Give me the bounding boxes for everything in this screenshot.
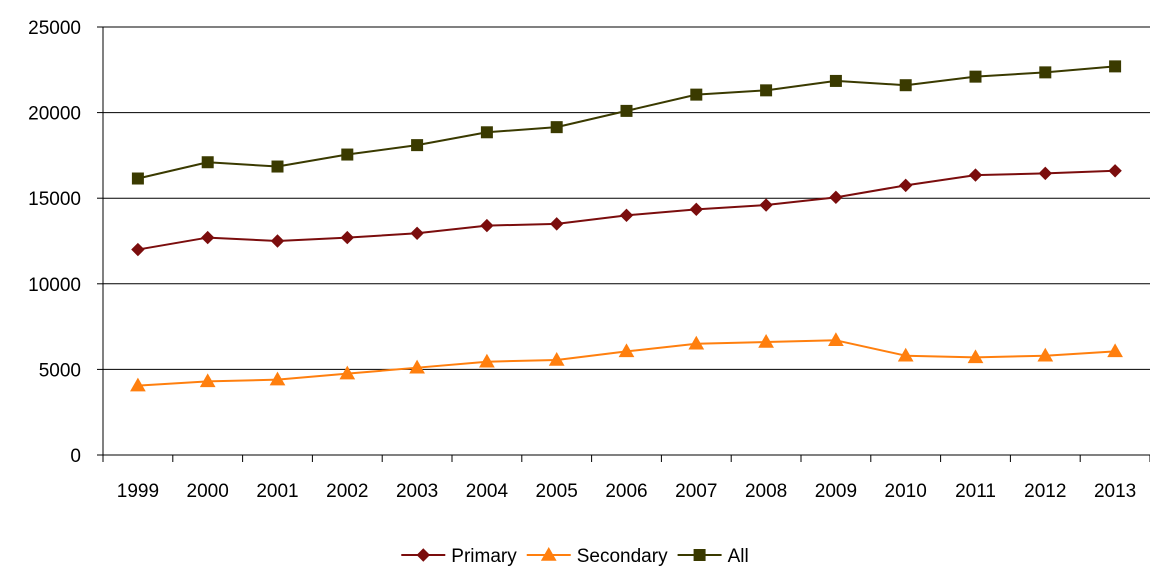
data-point-all — [760, 84, 773, 97]
data-point-secondary — [1037, 347, 1054, 362]
data-point-secondary — [688, 335, 705, 350]
data-point-all — [829, 74, 842, 87]
data-point-secondary — [758, 334, 774, 348]
data-point-primary — [270, 234, 285, 248]
x-tick-label: 2006 — [605, 481, 647, 502]
data-point-primary — [480, 218, 494, 233]
legend-item-secondary: Secondary — [526, 546, 668, 567]
data-point-all — [201, 156, 214, 169]
y-tick-label: 0 — [70, 446, 81, 467]
data-point-primary — [549, 217, 564, 231]
data-point-secondary — [897, 347, 914, 362]
data-point-primary — [410, 226, 424, 241]
legend-marker-all — [693, 549, 706, 561]
data-point-secondary — [199, 373, 216, 388]
series-secondary — [130, 332, 1123, 392]
data-point-primary — [131, 242, 145, 257]
x-tick-label: 1999 — [117, 481, 159, 502]
data-point-primary — [619, 208, 634, 223]
data-point-all — [411, 139, 424, 152]
data-point-secondary — [618, 343, 635, 358]
data-point-primary — [968, 168, 983, 182]
legend-marker-primary — [416, 548, 430, 562]
data-point-primary — [898, 178, 913, 193]
y-tick-label: 10000 — [28, 275, 81, 296]
data-point-secondary — [339, 365, 356, 380]
data-point-all — [969, 70, 982, 83]
y-tick-label: 25000 — [28, 18, 81, 39]
x-tick-labels: 1999 2000 2001 2002 2003 2004 2005 2006 2007 2008… — [117, 481, 1136, 502]
data-point-all — [271, 160, 284, 173]
data-point-primary — [200, 230, 215, 245]
series-primary — [131, 164, 1122, 257]
legend-item-primary: Primary — [401, 546, 517, 567]
y-tick-label: 20000 — [28, 104, 81, 125]
data-point-all — [899, 79, 912, 92]
legend-marker-secondary — [540, 546, 557, 561]
data-point-all — [480, 126, 493, 139]
x-tick-label: 2012 — [1024, 481, 1066, 502]
data-point-secondary — [1107, 343, 1123, 358]
data-point-all — [690, 88, 703, 101]
x-tick-label: 2013 — [1094, 481, 1136, 502]
data-point-secondary — [828, 332, 844, 347]
y-tick-label: 15000 — [28, 189, 81, 210]
x-tick-label: 2005 — [536, 481, 578, 502]
axes-layer — [97, 26, 1150, 462]
data-point-all — [620, 104, 633, 117]
data-point-all — [131, 172, 144, 185]
data-point-secondary — [548, 351, 565, 366]
x-tick-label: 2011 — [955, 481, 996, 502]
data-point-primary — [829, 190, 843, 205]
data-point-all — [341, 148, 354, 161]
y-tick-label: 5000 — [39, 360, 81, 381]
data-point-primary — [340, 230, 355, 245]
data-point-primary — [689, 202, 704, 217]
series-line-all — [137, 65, 1116, 180]
legend: Primary Secondary All — [401, 546, 749, 567]
data-point-secondary — [967, 349, 984, 364]
data-point-primary — [1038, 166, 1053, 181]
data-point-all — [1039, 66, 1052, 79]
x-tick-label: 2010 — [885, 481, 927, 502]
x-tick-label: 2001 — [256, 481, 298, 502]
data-point-primary — [759, 198, 773, 212]
legend-label-primary: Primary — [451, 546, 517, 567]
legend-label-secondary: Secondary — [577, 546, 668, 567]
x-tick-label: 2003 — [396, 481, 438, 502]
y-tick-labels: 0 5000 10000 15000 20000 25000 — [28, 18, 81, 467]
data-point-primary — [1108, 164, 1122, 178]
grid-layer — [103, 26, 1150, 370]
data-point-all — [1109, 60, 1122, 73]
data-point-secondary — [269, 371, 286, 386]
data-point-all — [550, 121, 563, 134]
x-tick-label: 2000 — [187, 481, 229, 502]
x-tick-label: 2002 — [326, 481, 368, 502]
data-point-secondary — [409, 359, 425, 374]
legend-label-all: All — [728, 546, 749, 567]
data-point-secondary — [130, 377, 146, 392]
x-tick-label: 2008 — [745, 481, 787, 502]
series-all — [131, 60, 1122, 185]
x-tick-label: 2004 — [466, 481, 509, 502]
x-tick-label: 2007 — [675, 481, 717, 502]
legend-item-all: All — [677, 546, 749, 567]
data-point-secondary — [479, 353, 495, 368]
series-layer — [130, 60, 1123, 392]
x-tick-label: 2009 — [815, 481, 857, 502]
